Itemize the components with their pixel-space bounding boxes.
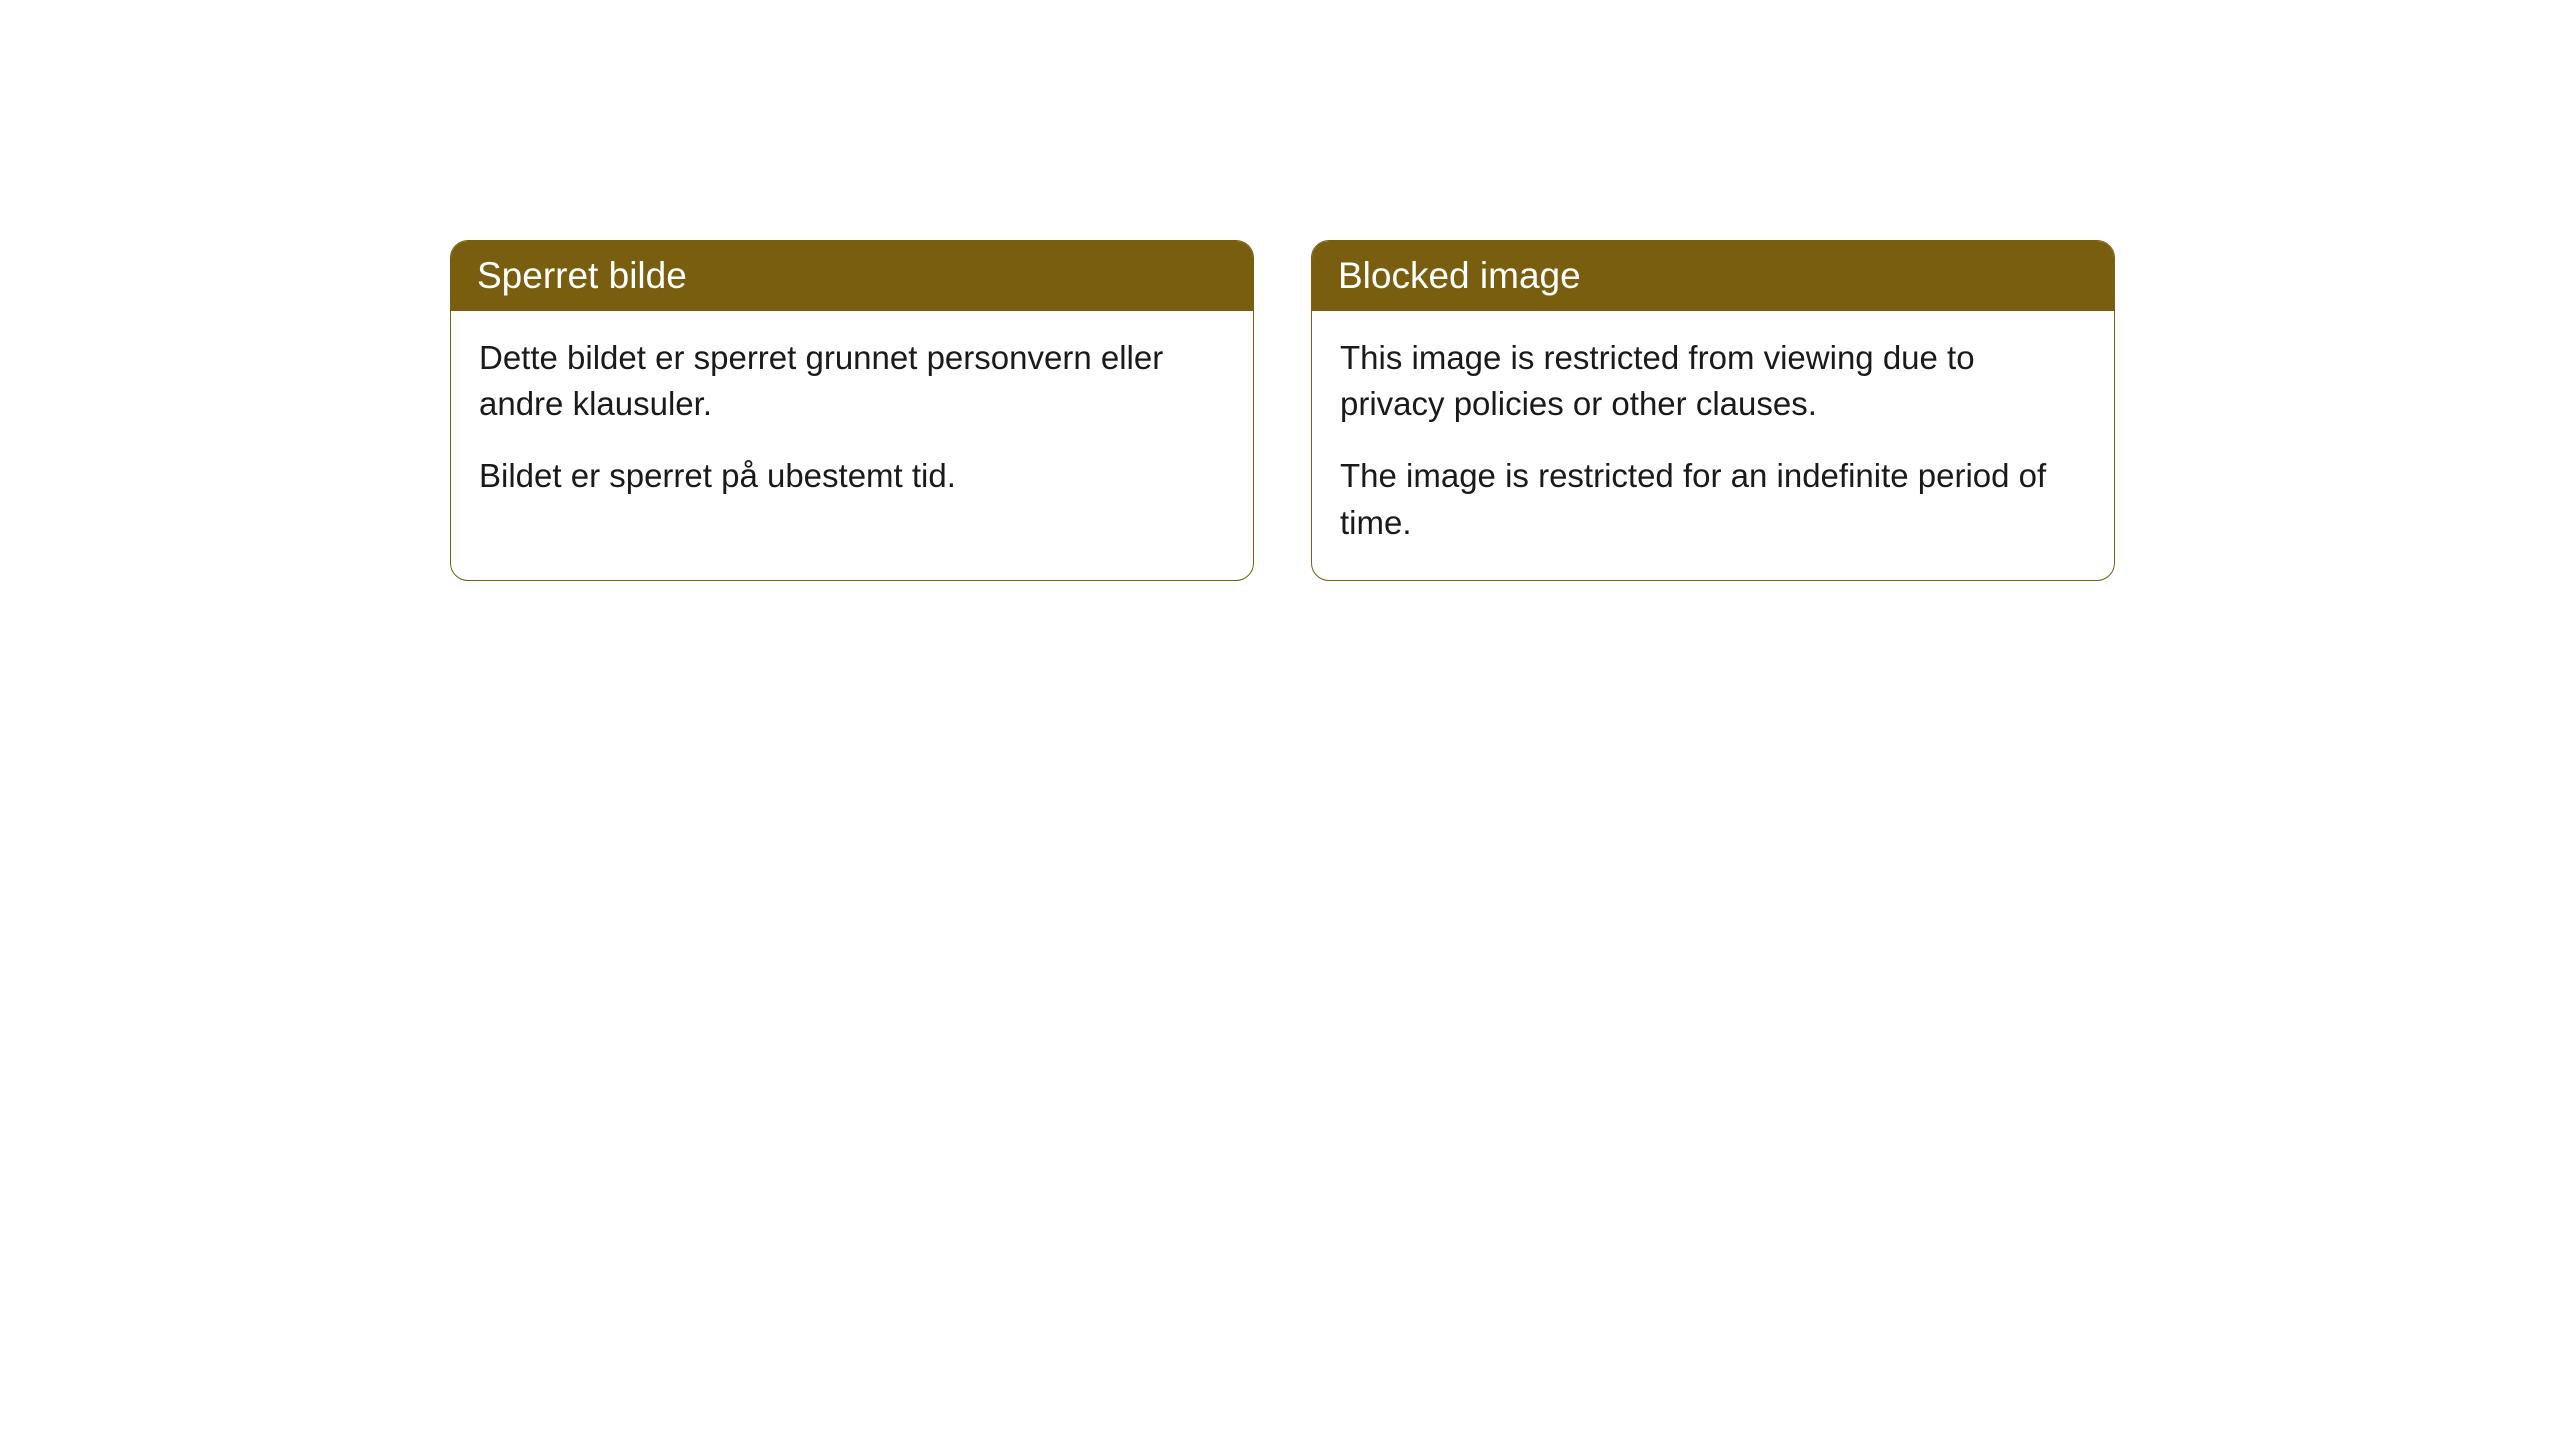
card-body-en: This image is restricted from viewing du…	[1312, 311, 2114, 580]
card-paragraph2-en: The image is restricted for an indefinit…	[1340, 453, 2086, 545]
card-title-no: Sperret bilde	[477, 255, 687, 296]
cards-container: Sperret bilde Dette bildet er sperret gr…	[450, 240, 2115, 581]
blocked-image-card-en: Blocked image This image is restricted f…	[1311, 240, 2115, 581]
card-body-no: Dette bildet er sperret grunnet personve…	[451, 311, 1253, 534]
card-paragraph1-en: This image is restricted from viewing du…	[1340, 335, 2086, 427]
card-title-en: Blocked image	[1338, 255, 1581, 296]
card-paragraph2-no: Bildet er sperret på ubestemt tid.	[479, 453, 1225, 499]
blocked-image-card-no: Sperret bilde Dette bildet er sperret gr…	[450, 240, 1254, 581]
card-paragraph1-no: Dette bildet er sperret grunnet personve…	[479, 335, 1225, 427]
card-header-no: Sperret bilde	[451, 241, 1253, 311]
card-header-en: Blocked image	[1312, 241, 2114, 311]
